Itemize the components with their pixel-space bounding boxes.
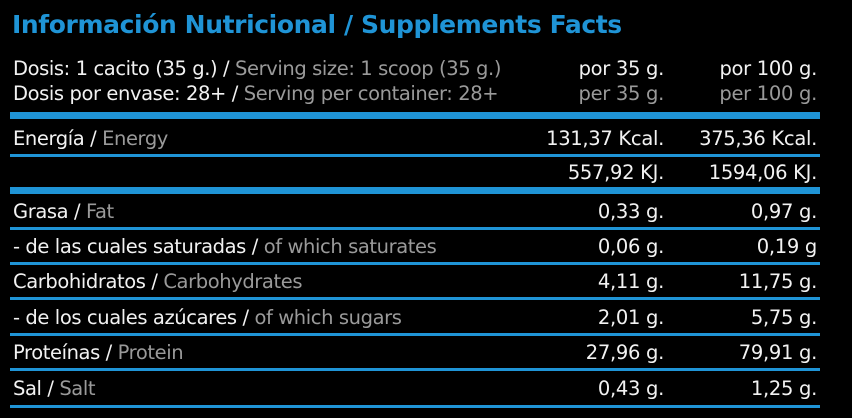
nutrient-name-es: Grasa: [13, 200, 69, 223]
divider: [10, 297, 820, 300]
value-per-serving: 4,11 g.: [597, 270, 664, 293]
nutrient-name-es: Proteínas: [13, 341, 100, 364]
divider: [10, 405, 820, 408]
column-header-per-35-en: per 35 g.: [578, 82, 665, 105]
divider: [10, 262, 820, 265]
column-header-per-35: por 35 g.: [578, 57, 665, 80]
value-per-serving: 557,92 KJ.: [567, 161, 664, 184]
value-per-100g: 1,25 g.: [750, 377, 817, 400]
column-header-per-100-en: per 100 g.: [719, 82, 817, 105]
divider: [10, 227, 820, 230]
value-per-serving: 27,96 g.: [585, 341, 665, 364]
divider: [10, 187, 820, 194]
nutrient-name-es: Carbohidratos: [13, 270, 146, 293]
nutrient-name-es: Energía: [13, 127, 85, 150]
value-per-100g: 11,75 g.: [738, 270, 818, 293]
value-per-serving: 0,43 g.: [597, 377, 664, 400]
column-header-per-100: por 100 g.: [719, 57, 817, 80]
nutrient-name-en: Protein: [117, 341, 184, 364]
divider: [10, 368, 820, 371]
value-per-serving: 131,37 Kcal.: [546, 127, 664, 150]
nutrient-name-es: Sal: [13, 377, 42, 400]
value-per-serving: 0,06 g.: [597, 235, 664, 258]
nutrient-name-en: of which sugars: [254, 306, 402, 329]
nutrient-name-es: - de los cuales azúcares: [13, 306, 237, 329]
nutrient-name-en: Fat: [85, 200, 114, 223]
divider: [10, 333, 820, 336]
value-per-100g: 79,91 g.: [738, 341, 818, 364]
value-per-100g: 375,36 Kcal.: [699, 127, 817, 150]
servings-per-container-en: Serving per container: 28+: [243, 82, 499, 105]
nutrient-name-en: Carbohydrates: [163, 270, 303, 293]
servings-per-container-es: Dosis por envase: 28+: [13, 82, 226, 105]
value-per-serving: 2,01 g.: [597, 306, 664, 329]
nutrient-name-es: - de las cuales saturadas: [13, 235, 246, 258]
nutrient-name-en: Salt: [59, 377, 96, 400]
divider: [10, 112, 820, 119]
nutrient-name-en: of which saturates: [263, 235, 437, 258]
value-per-100g: 5,75 g.: [750, 306, 817, 329]
value-per-100g: 0,19 g: [756, 235, 818, 258]
serving-size-en: Serving size: 1 scoop (35 g.): [235, 57, 502, 80]
value-per-serving: 0,33 g.: [597, 200, 664, 223]
nutrient-name-en: Energy: [102, 127, 168, 150]
value-per-100g: 0,97 g.: [750, 200, 817, 223]
value-per-100g: 1594,06 KJ.: [708, 161, 818, 184]
divider: [10, 154, 820, 157]
serving-size-es: Dosis: 1 cacito (35 g.): [13, 57, 218, 80]
panel-title: Información Nutricional / Supplements Fa…: [12, 10, 622, 39]
